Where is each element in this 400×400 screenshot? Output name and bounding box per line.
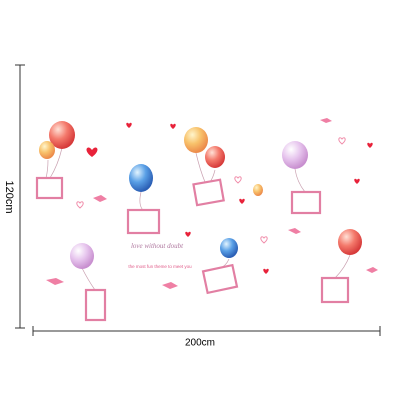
balloon-group: [253, 184, 362, 304]
width-label: 200cm: [185, 338, 215, 349]
height-label: 120cm: [3, 180, 15, 213]
balloon-group: [70, 243, 107, 322]
width-dimension: [32, 326, 381, 336]
balloon-group: [282, 141, 322, 215]
decorations: [46, 118, 378, 289]
balloon-group: [35, 121, 75, 200]
balloon-group: [184, 127, 225, 207]
balloon-group: [126, 164, 161, 235]
tagline-text: the most fun theme to meet you: [128, 264, 192, 269]
balloon-group: [201, 238, 239, 295]
script-text: love without doubt: [131, 242, 184, 250]
height-dimension: [15, 64, 25, 329]
